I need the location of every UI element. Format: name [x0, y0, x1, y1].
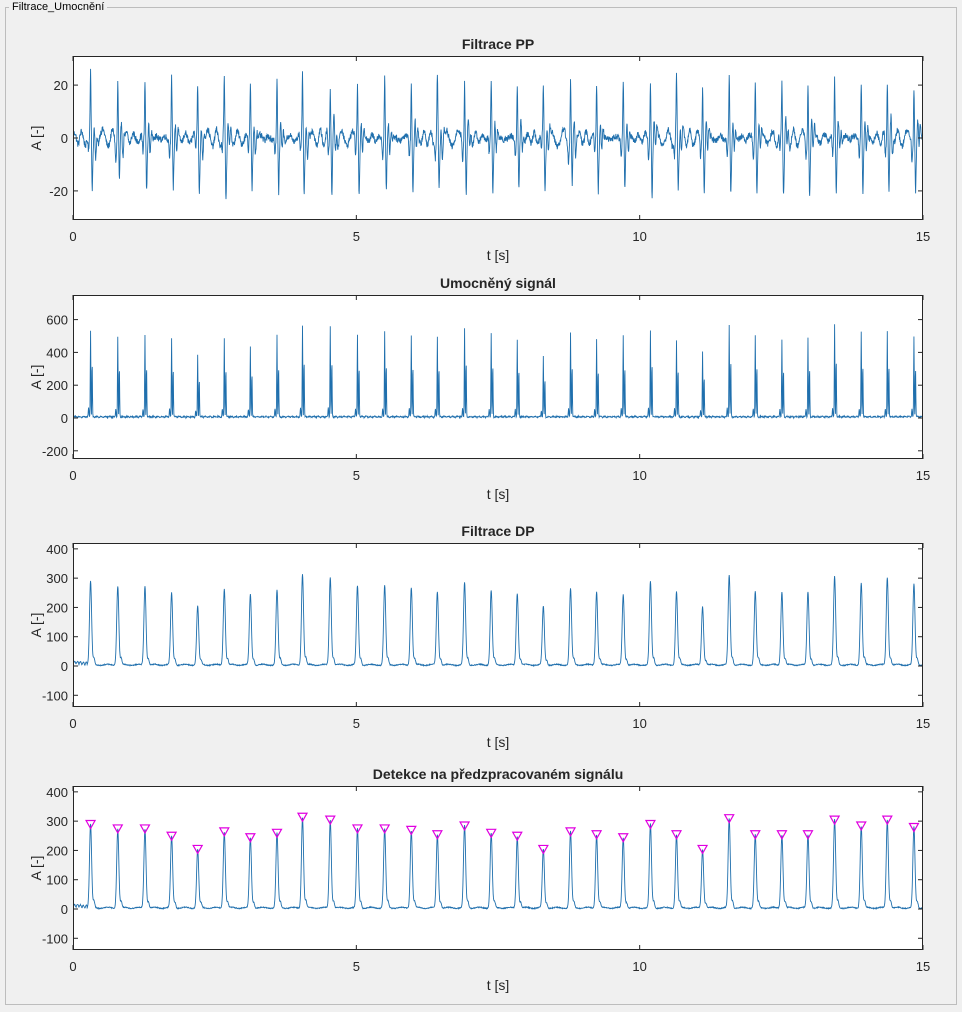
y-tick-label: -200 — [42, 444, 68, 459]
y-tick-label: -100 — [42, 688, 68, 703]
x-tick-label: 5 — [353, 959, 360, 974]
axes-frame — [73, 786, 923, 950]
peak-marker — [405, 825, 417, 836]
x-axis-label: t [s] — [487, 734, 510, 750]
y-tick-label: 300 — [46, 814, 68, 829]
y-tick-label: 400 — [46, 542, 68, 557]
y-tick-label: 200 — [46, 600, 68, 615]
peak-marker — [881, 815, 893, 826]
x-tick-label: 5 — [353, 229, 360, 244]
x-tick-label: 15 — [916, 468, 930, 483]
x-tick-label: 15 — [916, 716, 930, 731]
peak-marker — [244, 833, 256, 843]
y-tick-label: 100 — [46, 873, 68, 888]
x-tick-label: 0 — [69, 229, 76, 244]
peak-marker — [296, 812, 309, 823]
peak-marker — [379, 824, 391, 835]
peak-marker — [537, 844, 549, 855]
peak-marker — [218, 827, 230, 838]
peak-marker — [802, 830, 814, 841]
y-tick-label: 0 — [61, 131, 68, 146]
chart-1: 0 5 10 15 -20 0 20 Filtrace PP t [s] A [-] — [28, 36, 930, 263]
peak-marker — [351, 824, 363, 835]
peak-marker — [908, 822, 920, 833]
y-tick-label: 200 — [46, 843, 68, 858]
y-tick-label: 20 — [54, 78, 68, 93]
peak-marker — [644, 819, 656, 830]
y-axis-label: A [-] — [28, 856, 44, 881]
peak-marker — [166, 831, 178, 842]
x-tick-label: 10 — [632, 229, 646, 244]
peak-marker — [565, 827, 577, 838]
y-axis-label: A [-] — [28, 365, 44, 390]
signal-line — [73, 68, 923, 200]
peak-marker — [192, 844, 204, 855]
y-tick-label: 0 — [61, 411, 68, 426]
peak-marker — [855, 821, 867, 832]
peak-marker — [85, 819, 97, 830]
peak-marker — [431, 830, 443, 841]
signal-line — [73, 324, 923, 420]
axes-frame — [73, 295, 923, 459]
signal-line — [73, 574, 923, 668]
peak-marker — [459, 821, 471, 832]
plot-area — [73, 543, 923, 707]
peak-marker — [723, 814, 735, 824]
y-tick-label: -20 — [49, 184, 68, 199]
x-tick-label: 0 — [69, 959, 76, 974]
chart-title: Filtrace PP — [462, 36, 534, 52]
panel-border — [5, 7, 957, 1005]
x-tick-label: 5 — [353, 716, 360, 731]
peak-marker — [485, 828, 497, 839]
y-tick-label: 100 — [46, 630, 68, 645]
peak-marker — [776, 830, 788, 841]
y-tick-label: 600 — [46, 313, 68, 328]
chart-title: Umocněný signál — [440, 275, 556, 291]
y-tick-label: 300 — [46, 571, 68, 586]
y-axis-label: A [-] — [28, 126, 44, 151]
y-tick-label: 400 — [46, 785, 68, 800]
y-axis-label: A [-] — [28, 613, 44, 638]
peak-marker — [271, 828, 283, 839]
peak-marker — [829, 815, 841, 826]
x-tick-label: 15 — [916, 229, 930, 244]
axes-frame — [73, 543, 923, 707]
y-tick-label: 0 — [61, 902, 68, 917]
signal-line — [73, 817, 923, 911]
x-tick-label: 0 — [69, 468, 76, 483]
peak-marker — [617, 833, 629, 843]
x-axis-label: t [s] — [487, 977, 510, 993]
peak-marker — [670, 830, 683, 841]
x-tick-label: 10 — [632, 468, 646, 483]
plot-area — [73, 295, 923, 459]
x-tick-label: 15 — [916, 959, 930, 974]
x-tick-label: 10 — [632, 959, 646, 974]
x-tick-label: 0 — [69, 716, 76, 731]
peak-marker — [749, 830, 761, 841]
y-tick-label: 0 — [61, 659, 68, 674]
x-tick-label: 10 — [632, 716, 646, 731]
y-tick-label: 400 — [46, 345, 68, 360]
peak-marker — [591, 830, 603, 841]
x-axis-label: t [s] — [487, 486, 510, 502]
x-axis-label: t [s] — [487, 247, 510, 263]
chart-title: Detekce na předzpracovaném signálu — [373, 766, 624, 782]
peak-marker — [139, 824, 151, 835]
panel-title: Filtrace_Umocnění — [9, 1, 108, 13]
chart-title: Filtrace DP — [461, 523, 534, 539]
peak-marker — [112, 824, 124, 835]
y-tick-label: 200 — [46, 378, 68, 393]
y-tick-label: -100 — [42, 931, 68, 946]
peak-marker — [324, 815, 336, 826]
x-tick-label: 5 — [353, 468, 360, 483]
peak-marker — [511, 831, 523, 842]
peak-marker — [697, 844, 709, 855]
plot-area — [73, 786, 923, 950]
